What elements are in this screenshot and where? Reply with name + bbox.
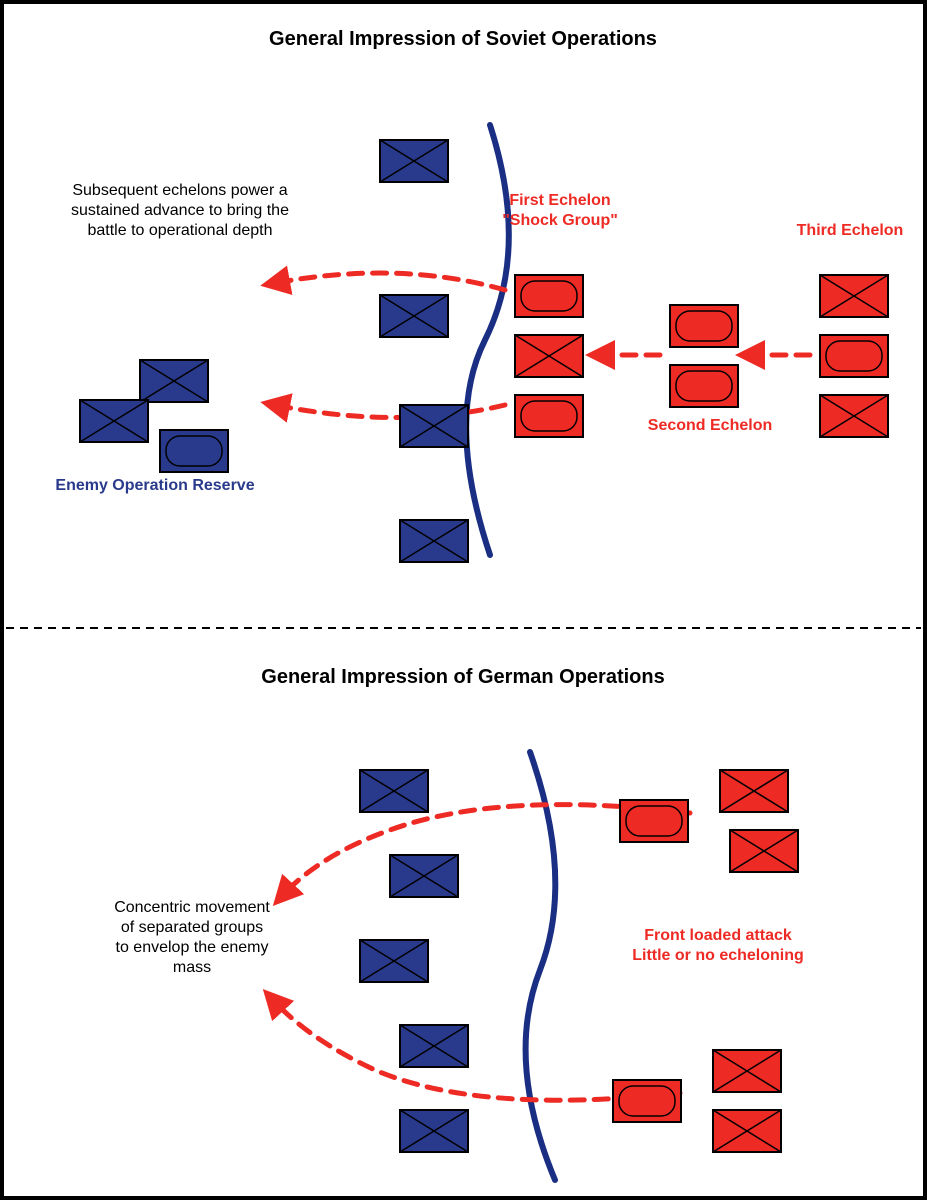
svg-text:of separated groups: of separated groups bbox=[121, 919, 263, 936]
third-echelon-label: Third Echelon bbox=[797, 222, 904, 239]
blue-unit-sov-1 bbox=[380, 295, 448, 337]
blue-unit-sov-2 bbox=[400, 405, 468, 447]
blue-unit-ger-4 bbox=[400, 1110, 468, 1152]
blue-unit-sov-3 bbox=[400, 520, 468, 562]
second-echelon-label: Second Echelon bbox=[648, 417, 772, 434]
blue-unit-ger-3 bbox=[400, 1025, 468, 1067]
svg-text:battle to operational depth: battle to operational depth bbox=[87, 222, 272, 239]
red-unit-ger-2 bbox=[730, 830, 798, 872]
svg-text:Front loaded attack: Front loaded attack bbox=[644, 927, 792, 944]
soviet-caption: Subsequent echelons power a sustained adv… bbox=[71, 182, 289, 239]
red-unit-sov-3 bbox=[670, 305, 738, 347]
diagram-svg: General Impression of Soviet Operations S… bbox=[0, 0, 927, 1200]
blue-unit-ger-1 bbox=[390, 855, 458, 897]
blue-unit-ger-0 bbox=[360, 770, 428, 812]
blue-unit-sov-6 bbox=[160, 430, 228, 472]
red-unit-sov-0 bbox=[515, 275, 583, 317]
svg-text:Concentric movement: Concentric movement bbox=[114, 899, 270, 916]
red-unit-sov-2 bbox=[515, 395, 583, 437]
red-unit-ger-5 bbox=[713, 1110, 781, 1152]
red-unit-sov-7 bbox=[820, 395, 888, 437]
svg-text:Little or no echeloning: Little or no echeloning bbox=[632, 947, 804, 964]
red-unit-sov-6 bbox=[820, 335, 888, 377]
blue-unit-sov-5 bbox=[80, 400, 148, 442]
section-title: General Impression of German Operations bbox=[261, 666, 664, 688]
red-unit-ger-0 bbox=[720, 770, 788, 812]
red-unit-ger-3 bbox=[713, 1050, 781, 1092]
red-unit-ger-1 bbox=[620, 800, 688, 842]
diagram-container: General Impression of Soviet Operations S… bbox=[0, 0, 927, 1200]
section-title: General Impression of Soviet Operations bbox=[269, 28, 657, 50]
blue-unit-sov-0 bbox=[380, 140, 448, 182]
svg-text:"Shock Group": "Shock Group" bbox=[502, 212, 618, 229]
red-unit-sov-4 bbox=[670, 365, 738, 407]
svg-text:First Echelon: First Echelon bbox=[509, 192, 610, 209]
red-unit-sov-5 bbox=[820, 275, 888, 317]
enemy-reserve-label: Enemy Operation Reserve bbox=[55, 477, 254, 494]
red-unit-ger-4 bbox=[613, 1080, 681, 1122]
svg-text:sustained advance to bring the: sustained advance to bring the bbox=[71, 202, 289, 219]
svg-text:Subsequent echelons power a: Subsequent echelons power a bbox=[72, 182, 287, 199]
blue-unit-ger-2 bbox=[360, 940, 428, 982]
red-unit-sov-1 bbox=[515, 335, 583, 377]
svg-text:mass: mass bbox=[173, 959, 211, 976]
blue-unit-sov-4 bbox=[140, 360, 208, 402]
svg-text:to envelop the enemy: to envelop the enemy bbox=[116, 939, 269, 956]
